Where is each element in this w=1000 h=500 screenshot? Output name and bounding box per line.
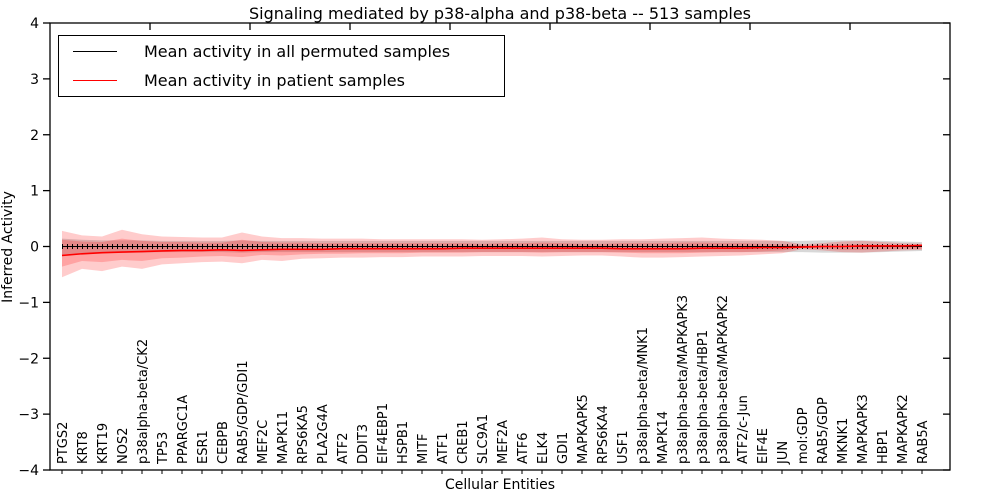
x-tick-label: PLA2G4A (316, 404, 331, 464)
x-tick-label: MAPK14 (656, 411, 671, 464)
x-tick-label: p38alpha-beta/MNK1 (636, 327, 651, 464)
x-tick-label: USF1 (616, 430, 631, 464)
x-tick-label: p38alpha-beta/MAPKAPK3 (676, 295, 691, 464)
x-tick-label: MAPK11 (276, 411, 291, 464)
x-tick-label: MKNK1 (836, 418, 851, 464)
y-tick-label: −4 (18, 463, 39, 479)
x-tick-label: p38alpha-beta/HBP1 (696, 330, 711, 464)
chart-title: Signaling mediated by p38-alpha and p38-… (248, 4, 751, 23)
x-tick-label: p38alpha-beta/CK2 (136, 339, 151, 464)
x-tick-label: RAB5/GDP (816, 397, 831, 464)
y-tick-label: 1 (30, 184, 39, 200)
x-tick-label: ATF1 (436, 432, 451, 464)
x-tick-label: GDI1 (556, 432, 571, 464)
patient-mean-line (61, 244, 923, 257)
y-tick-label: 4 (30, 16, 39, 32)
x-tick-label: MEF2C (256, 420, 271, 464)
x-tick-label: KRT19 (96, 423, 111, 464)
legend-line-sample-red (73, 79, 117, 81)
x-tick-label: TP53 (156, 432, 171, 465)
x-tick-label: RPS6KA4 (596, 405, 611, 464)
x-axis-label: Cellular Entities (444, 477, 556, 493)
x-tick-label: PPARGC1A (176, 395, 191, 464)
x-tick-label: SLC9A1 (476, 414, 491, 464)
x-tick-label: RAB5A (916, 420, 931, 464)
x-tick-label: PTGS2 (56, 422, 71, 464)
y-axis-label: Inferred Activity (0, 191, 16, 303)
x-tick-label: ATF2 (336, 432, 351, 464)
x-tick-label: EIF4EBP1 (376, 403, 391, 464)
y-tick-label: −1 (18, 295, 39, 311)
x-tick-label: JUN (776, 441, 791, 465)
x-tick-label: ATF6 (516, 432, 531, 464)
x-tick-label: MITF (416, 434, 431, 464)
legend-label: Mean activity in all permuted samples (144, 42, 451, 62)
legend-label: Mean activity in patient samples (144, 70, 405, 90)
x-tick-label: CEBPB (216, 421, 231, 464)
x-tick-label: DDIT3 (356, 424, 371, 464)
x-tick-label: p38alpha-beta/MAPKAPK2 (716, 295, 731, 464)
patient-outer-band (62, 229, 922, 278)
legend-line-sample-black (73, 51, 117, 53)
x-tick-label: NOS2 (116, 428, 131, 464)
legend-entry-patient: Mean activity in patient samples (59, 67, 504, 93)
x-tick-label: HSPB1 (396, 421, 411, 464)
legend: Mean activity in all permuted samples Me… (58, 35, 505, 97)
x-tick-label: ATF2/c-Jun (736, 395, 751, 464)
x-tick-label: MEF2A (496, 420, 511, 464)
x-tick-label: EIF4E (756, 428, 771, 464)
y-tick-label: −3 (18, 407, 39, 423)
x-tick-label: MAPKAPK5 (576, 394, 591, 464)
y-tick-label: 0 (30, 240, 39, 256)
legend-entry-permuted: Mean activity in all permuted samples (59, 39, 504, 65)
x-tick-label: ELK4 (536, 432, 551, 464)
y-tick-label: −2 (18, 351, 39, 367)
x-tick-label: KRT8 (76, 431, 91, 464)
x-tick-label: RPS6KA5 (296, 405, 311, 464)
x-tick-label: ESR1 (196, 430, 211, 464)
x-tick-label: mol:GDP (796, 407, 811, 464)
x-tick-label: MAPKAPK2 (896, 394, 911, 464)
x-tick-label: HBP1 (876, 429, 891, 464)
y-tick-label: 3 (30, 72, 39, 88)
y-tick-label: 2 (30, 128, 39, 144)
x-tick-label: RAB5/GDP/GDI1 (236, 361, 251, 464)
x-tick-label: MAPKAPK3 (856, 394, 871, 464)
x-tick-label: CREB1 (456, 420, 471, 464)
